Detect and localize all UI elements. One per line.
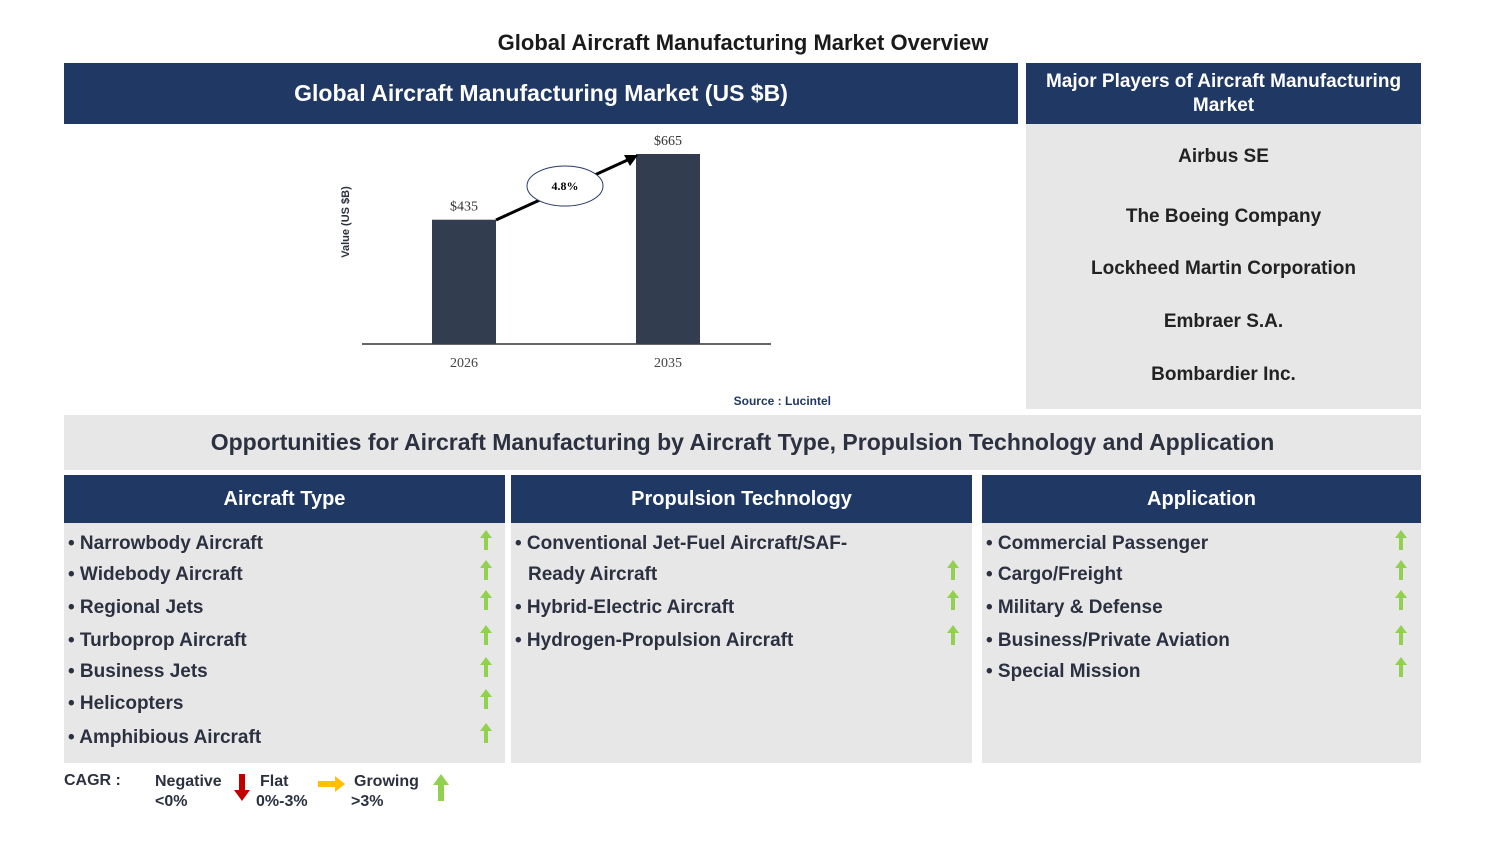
segment-item: • Cargo/Freight <box>986 559 1123 590</box>
segment-item-label: • Narrowbody Aircraft <box>68 533 263 554</box>
segment-item: • Regional Jets <box>68 592 203 623</box>
growth-arrow-icon <box>480 590 492 610</box>
growth-arrow-icon <box>947 625 959 645</box>
growth-arrow-icon <box>480 560 492 580</box>
segment-header: Propulsion Technology <box>511 475 972 523</box>
segment-item-label: • Commercial Passenger <box>986 533 1209 554</box>
page-title: Global Aircraft Manufacturing Market Ove… <box>497 30 989 55</box>
legend-flat: Flat 0%-3% <box>256 772 308 812</box>
segment-panel: • Narrowbody Aircraft • Widebody Aircraft… <box>64 523 505 763</box>
segment-item: • Hydrogen-Propulsion Aircraft <box>515 625 793 656</box>
segment-item-label: • Hybrid-Electric Aircraft <box>515 597 735 618</box>
segment-item-label-cont: Ready Aircraft <box>528 564 658 585</box>
segment-item: • Commercial Passenger <box>986 528 1208 559</box>
growth-arrow-icon <box>947 560 959 580</box>
segment-item: • Helicopters <box>68 688 183 719</box>
growth-arrow-icon <box>1395 657 1407 677</box>
x-tick-label: 2026 <box>450 356 478 371</box>
legend-label: CAGR : <box>64 772 121 789</box>
segment-item: • Widebody Aircraft <box>68 559 243 590</box>
segment-item-label: • Regional Jets <box>68 597 204 618</box>
segment-header: Application <box>982 475 1421 523</box>
players-header: Major Players of Aircraft Manufacturing … <box>1026 63 1421 124</box>
market-header: Global Aircraft Manufacturing Market (US… <box>64 63 1018 124</box>
growth-arrow-icon <box>1395 625 1407 645</box>
segment-item-label: • Amphibious Aircraft <box>68 727 262 748</box>
cagr-label: 4.8% <box>552 179 579 193</box>
segment-item-label: • Conventional Jet-Fuel Aircraft/SAF- <box>515 533 848 554</box>
player-item: Embraer S.A. <box>1163 311 1284 332</box>
segment-panel: • Conventional Jet-Fuel Aircraft/SAF- Rea… <box>511 523 972 763</box>
segment-item-label: • Turboprop Aircraft <box>68 630 247 651</box>
growth-arrow-icon <box>480 657 492 677</box>
legend-negative-range: <0% <box>155 793 188 810</box>
bar-2026 <box>432 219 496 344</box>
legend-growing-text: Growing <box>354 773 419 790</box>
growth-arrow-icon <box>480 689 492 709</box>
data-label: $435 <box>450 200 478 215</box>
legend-growing-range: >3% <box>351 793 384 810</box>
segment-panel: • Commercial Passenger • Cargo/Freight • M… <box>982 523 1421 763</box>
player-item: The Boeing Company <box>1125 206 1322 227</box>
x-tick-label: 2035 <box>654 356 682 371</box>
segment-item: • Military & Defense <box>986 592 1163 623</box>
growth-arrow-icon <box>1395 590 1407 610</box>
segment-item: • Business Jets <box>68 656 208 687</box>
bar-2035 <box>636 154 700 344</box>
segment-item-label: • Helicopters <box>68 693 184 714</box>
growth-arrow-icon <box>1395 560 1407 580</box>
arrow-right-yellow-icon <box>318 776 345 792</box>
market-chart: Value (US $B) $435 2026 $665 2035 4.8% Sour… <box>340 134 831 408</box>
growth-arrow-icon <box>480 530 492 550</box>
segment-item: • Amphibious Aircraft <box>68 722 261 753</box>
segment-header: Aircraft Type <box>64 475 505 523</box>
segment-item: • Special Mission <box>986 656 1140 687</box>
growth-arrow-icon <box>480 625 492 645</box>
player-item: Lockheed Martin Corporation <box>1091 258 1356 279</box>
segment-item: • Hybrid-Electric Aircraft <box>515 592 734 623</box>
legend-growing: Growing >3% <box>351 772 419 812</box>
legend-negative-text: Negative <box>155 773 222 790</box>
players-panel: Airbus SE The Boeing Company Lockheed Ma… <box>1026 124 1421 409</box>
growth-arrow-icon <box>480 723 492 743</box>
arrow-up-green-icon <box>433 774 449 801</box>
legend-flat-range: 0%-3% <box>256 793 308 810</box>
legend-flat-text: Flat <box>260 773 289 790</box>
growth-arrow-icon <box>947 590 959 610</box>
segment-item: • Narrowbody Aircraft <box>68 528 263 559</box>
data-label: $665 <box>654 134 682 149</box>
growth-arrow-icon <box>1395 530 1407 550</box>
arrow-down-red-icon <box>234 774 250 801</box>
legend-negative: Negative <0% <box>155 772 222 812</box>
segment-item: • Turboprop Aircraft <box>68 625 247 656</box>
source-label: Source : Lucintel <box>734 394 831 408</box>
player-item: Bombardier Inc. <box>1151 364 1296 385</box>
segment-item-label: • Business Jets <box>68 661 208 682</box>
segment-item-label: • Hydrogen-Propulsion Aircraft <box>515 630 794 651</box>
segment-item-label: • Cargo/Freight <box>986 564 1123 585</box>
segment-item-label: • Widebody Aircraft <box>68 564 243 585</box>
player-item: Airbus SE <box>1178 146 1269 167</box>
segment-item-label: • Business/Private Aviation <box>986 630 1230 651</box>
cagr-bubble <box>526 165 604 207</box>
opportunities-title: Opportunities for Aircraft Manufacturing… <box>64 415 1421 470</box>
cagr-arrow-head <box>624 155 638 166</box>
segment-item-label: • Military & Defense <box>986 597 1163 618</box>
y-axis-label: Value (US $B) <box>340 186 352 258</box>
segment-item-label: • Special Mission <box>986 661 1141 682</box>
segment-item: • Conventional Jet-Fuel Aircraft/SAF- Rea… <box>515 528 847 590</box>
segment-item: • Business/Private Aviation <box>986 625 1230 656</box>
